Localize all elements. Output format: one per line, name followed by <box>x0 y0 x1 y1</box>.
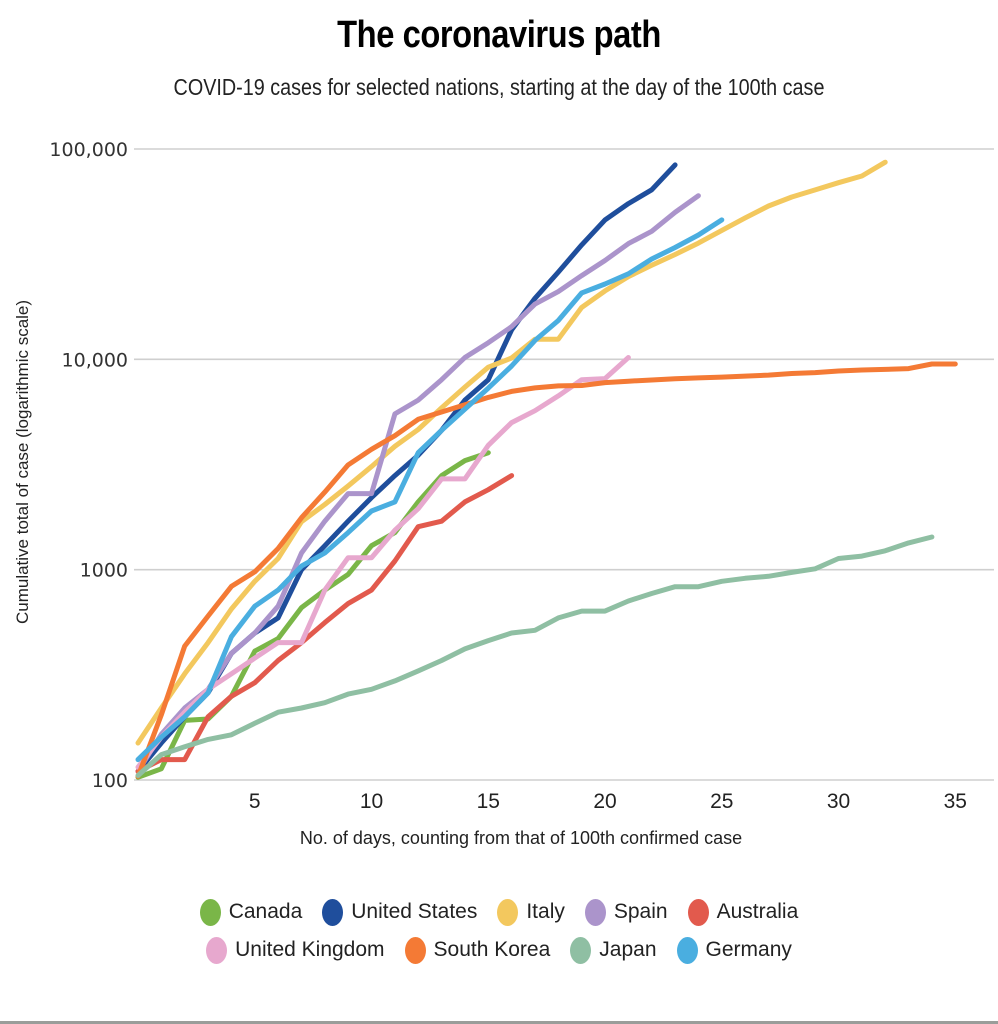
series-line-spain <box>135 193 701 774</box>
x-tick-label: 35 <box>944 790 967 813</box>
series-line-japan <box>135 534 935 778</box>
series-line-germany <box>135 217 725 763</box>
x-tick-label: 30 <box>827 790 850 813</box>
legend-label: Japan <box>599 938 657 961</box>
legend-swatch-icon <box>404 936 426 964</box>
chart-subtitle: COVID-19 cases for selected nations, sta… <box>173 74 825 100</box>
series-line-united-kingdom <box>135 355 631 770</box>
x-axis-label: No. of days, counting from that of 100th… <box>300 828 742 848</box>
x-tick-label: 5 <box>249 790 261 813</box>
legend-item-united-states: United States <box>322 898 478 926</box>
y-axis-ticks: 100 1000 10,000 100,000 <box>49 139 128 792</box>
y-axis-label: Cumulative total of case (logarithmic sc… <box>13 300 32 624</box>
gridlines <box>134 148 994 781</box>
x-tick-label: 25 <box>710 790 733 813</box>
legend-item-australia: Australia <box>687 898 799 926</box>
y-tick-label: 100,000 <box>49 139 128 161</box>
legend-item-south-korea: South Korea <box>404 936 551 964</box>
legend-label: Germany <box>705 938 792 961</box>
legend-label: Australia <box>716 900 799 923</box>
legend-swatch-icon <box>676 936 698 964</box>
series-line-australia <box>135 473 515 774</box>
series-lines <box>135 159 958 780</box>
legend-label: South Korea <box>433 938 551 961</box>
legend-swatch-icon <box>687 898 709 926</box>
series-line-south-korea <box>135 361 958 779</box>
legend-label: United States <box>351 900 478 923</box>
legend-swatch-icon <box>497 898 519 926</box>
legend-label: Spain <box>613 900 668 923</box>
legend-item-italy: Italy <box>497 898 565 926</box>
x-tick-label: 20 <box>593 790 616 813</box>
x-axis-ticks: 5 10 15 20 25 30 35 <box>249 790 967 813</box>
series-line-italy <box>135 159 888 746</box>
legend: Canada United States Italy Spain Australia U… <box>0 893 998 969</box>
legend-swatch-icon <box>199 898 221 926</box>
chart-title: The coronavirus path <box>337 14 661 56</box>
legend-swatch-icon <box>322 898 344 926</box>
bottom-border <box>0 1021 998 1024</box>
legend-label: Italy <box>526 900 565 923</box>
legend-label: United Kingdom <box>235 938 385 961</box>
legend-swatch-icon <box>570 936 592 964</box>
legend-row: United Kingdom South Korea Japan Germany <box>0 931 998 969</box>
legend-row: Canada United States Italy Spain Australia <box>0 893 998 931</box>
legend-item-japan: Japan <box>570 936 657 964</box>
y-tick-label: 1000 <box>80 560 128 582</box>
legend-item-spain: Spain <box>584 898 668 926</box>
y-tick-label: 100 <box>92 770 128 792</box>
y-tick-label: 10,000 <box>62 349 128 371</box>
legend-swatch-icon <box>206 936 228 964</box>
legend-item-germany: Germany <box>676 936 792 964</box>
legend-swatch-icon <box>584 898 606 926</box>
legend-label: Canada <box>228 900 303 923</box>
legend-item-canada: Canada <box>199 898 303 926</box>
legend-item-united-kingdom: United Kingdom <box>206 936 385 964</box>
x-tick-label: 15 <box>477 790 500 813</box>
x-tick-label: 10 <box>360 790 383 813</box>
series-line-canada <box>135 450 491 780</box>
